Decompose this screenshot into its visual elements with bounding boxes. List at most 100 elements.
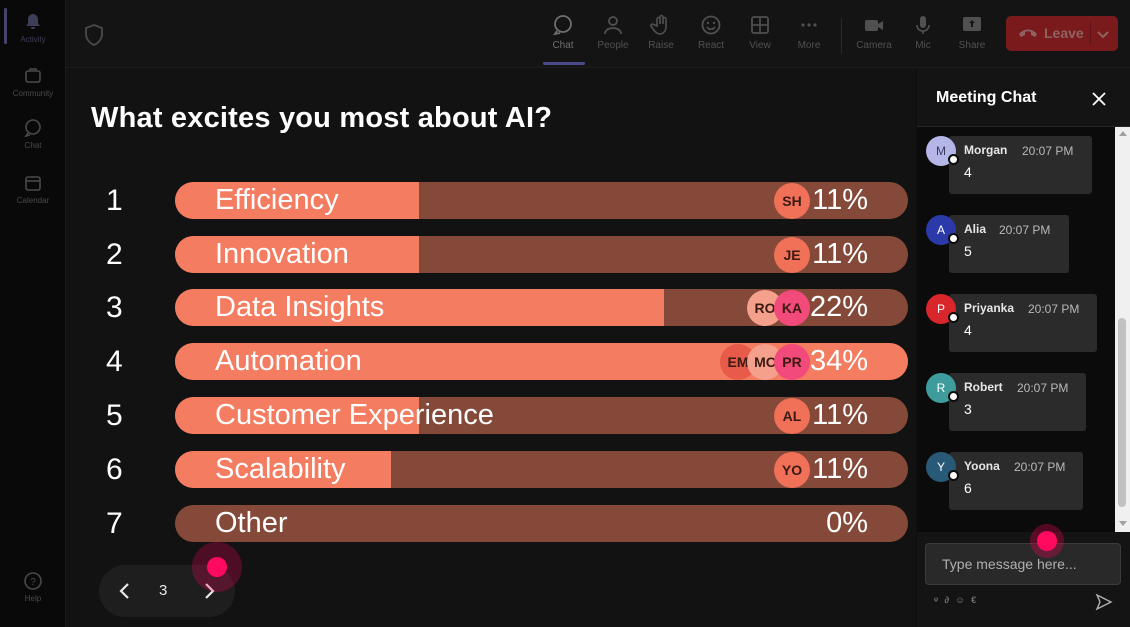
scroll-down-arrow-icon[interactable] xyxy=(1119,521,1127,526)
chat-message-time: 20:07 PM xyxy=(1028,302,1080,316)
raise-hand-button[interactable]: Raise xyxy=(636,8,686,64)
mic-button[interactable]: Mic xyxy=(898,8,948,64)
svg-text:?: ? xyxy=(30,577,36,588)
poll-stage: What excites you most about AI? 1 Efficie… xyxy=(66,68,916,627)
toolbar-separator xyxy=(841,18,842,54)
people-button[interactable]: People xyxy=(588,8,638,64)
chat-message: Yoona 20:07 PM 6 Y xyxy=(917,452,1112,516)
chat-message-time: 20:07 PM xyxy=(1017,381,1069,395)
poll-option-fill xyxy=(175,397,419,434)
poll-option-number: 1 xyxy=(106,184,123,217)
leave-button[interactable]: Leave xyxy=(1006,16,1118,51)
poll-option[interactable]: 3 Data Insights 22% RO KA xyxy=(66,289,916,326)
smiley-icon xyxy=(701,15,721,35)
react-button-label: React xyxy=(697,40,725,51)
mic-button-label: Mic xyxy=(915,40,931,51)
rail-item-label: Community xyxy=(12,89,54,98)
chat-message-time: 20:07 PM xyxy=(999,223,1051,237)
help-icon: ? xyxy=(24,572,42,590)
view-button[interactable]: View xyxy=(735,8,785,64)
poll-option-label: Other xyxy=(215,507,288,539)
react-button[interactable]: React xyxy=(686,8,736,64)
chat-message-bubble: Priyanka 20:07 PM 4 xyxy=(949,294,1097,352)
shield-icon[interactable] xyxy=(84,24,104,46)
poll-option-fill xyxy=(175,182,419,219)
poll-option[interactable]: 5 Customer Experience 11% AL xyxy=(66,397,916,434)
poll-option-fill xyxy=(175,289,664,326)
chat-scrollbar[interactable] xyxy=(1115,127,1130,532)
chat-message-text: 6 xyxy=(964,480,972,496)
chat-message-author: Priyanka xyxy=(964,301,1015,315)
more-button-label: More xyxy=(797,40,821,51)
page-number: 3 xyxy=(159,582,168,599)
voter-avatar: SH xyxy=(774,183,810,219)
chat-message-text: 4 xyxy=(964,322,972,338)
camera-button-label: Camera xyxy=(856,40,892,51)
chevron-right-icon[interactable] xyxy=(199,579,219,603)
chevron-down-icon[interactable] xyxy=(1096,28,1110,40)
close-icon[interactable] xyxy=(1090,90,1108,108)
chat-message-author: Alia xyxy=(964,222,987,236)
chat-button[interactable]: Chat xyxy=(538,8,588,64)
chat-message-author: Morgan xyxy=(964,143,1008,157)
voter-avatar: YO xyxy=(774,452,810,488)
poll-option-bar: Scalability 11% YO xyxy=(175,451,908,488)
chat-message-input[interactable]: Type message here... xyxy=(925,543,1121,585)
voter-avatar: JE xyxy=(774,237,810,273)
presence-status-dot xyxy=(948,154,959,165)
poll-option[interactable]: 4 Automation 34% EM MC PR xyxy=(66,343,916,380)
more-dots-icon xyxy=(801,23,817,27)
rail-item-activity[interactable]: Activity xyxy=(0,12,66,44)
click-indicator xyxy=(1037,531,1057,551)
poll-option-bar: Other 0% xyxy=(175,505,908,542)
chat-message-bubble: Alia 20:07 PM 5 xyxy=(949,215,1069,273)
poll-option-percent: 11% xyxy=(812,238,868,270)
share-screen-icon xyxy=(963,17,981,31)
rail-item-calendar[interactable]: Calendar xyxy=(0,173,66,205)
rail-item-label: Chat xyxy=(24,141,42,150)
meeting-toolbar: Chat People Raise React View More Camera… xyxy=(66,0,1130,68)
poll-option-fill xyxy=(175,236,419,273)
share-button-label: Share xyxy=(958,40,986,51)
presence-status-dot xyxy=(948,312,959,323)
camera-button[interactable]: Camera xyxy=(849,8,899,64)
chat-message-list[interactable]: Morgan 20:07 PM 4 M Alia 20:07 PM 5 A Priyanka 20… xyxy=(917,127,1130,532)
rail-item-label: Activity xyxy=(20,35,46,44)
people-icon xyxy=(604,16,622,35)
poll-option[interactable]: 1 Efficiency 11% SH xyxy=(66,182,916,219)
leave-button-label: Leave xyxy=(1044,25,1084,41)
poll-option[interactable]: 2 Innovation 11% JE xyxy=(66,236,916,273)
presence-status-dot xyxy=(948,233,959,244)
send-icon[interactable] xyxy=(1095,593,1113,611)
chat-title: Meeting Chat xyxy=(936,89,1037,106)
poll-option-bar: Automation 34% EM MC PR xyxy=(175,343,908,380)
community-icon xyxy=(25,68,41,83)
meeting-chat-panel: Meeting Chat Morgan 20:07 PM 4 M Alia 20:07 P… xyxy=(917,68,1130,627)
chat-format-tools[interactable]: ᵠ ∂ ☺ € xyxy=(934,595,979,605)
poll-option-number: 7 xyxy=(106,507,123,540)
poll-option-bar: Innovation 11% JE xyxy=(175,236,908,273)
share-button[interactable]: Share xyxy=(947,8,997,64)
phone-hangup-icon xyxy=(1019,29,1037,37)
rail-item-chat[interactable]: Chat xyxy=(0,118,66,150)
grid-icon xyxy=(751,16,769,34)
poll-option[interactable]: 6 Scalability 11% YO xyxy=(66,451,916,488)
poll-option-number: 5 xyxy=(106,399,123,432)
scrollbar-thumb[interactable] xyxy=(1118,318,1126,507)
chat-message-text: 4 xyxy=(964,164,972,180)
poll-option-label: Scalability xyxy=(215,453,346,485)
camera-icon xyxy=(865,20,883,31)
more-button[interactable]: More xyxy=(784,8,834,64)
chevron-left-icon[interactable] xyxy=(115,579,135,603)
rail-item-community[interactable]: Community xyxy=(0,66,66,98)
poll-option-bar: Efficiency 11% SH xyxy=(175,182,908,219)
rail-item-label: Help xyxy=(24,594,42,603)
scroll-up-arrow-icon[interactable] xyxy=(1119,131,1127,136)
chat-input-placeholder: Type message here... xyxy=(942,556,1077,572)
view-button-label: View xyxy=(749,40,771,51)
poll-option[interactable]: 7 Other 0% xyxy=(66,505,916,542)
microphone-icon xyxy=(916,16,930,34)
rail-item-help[interactable]: ? Help xyxy=(0,571,66,603)
voter-avatar: PR xyxy=(774,344,810,380)
chat-icon xyxy=(553,15,572,36)
